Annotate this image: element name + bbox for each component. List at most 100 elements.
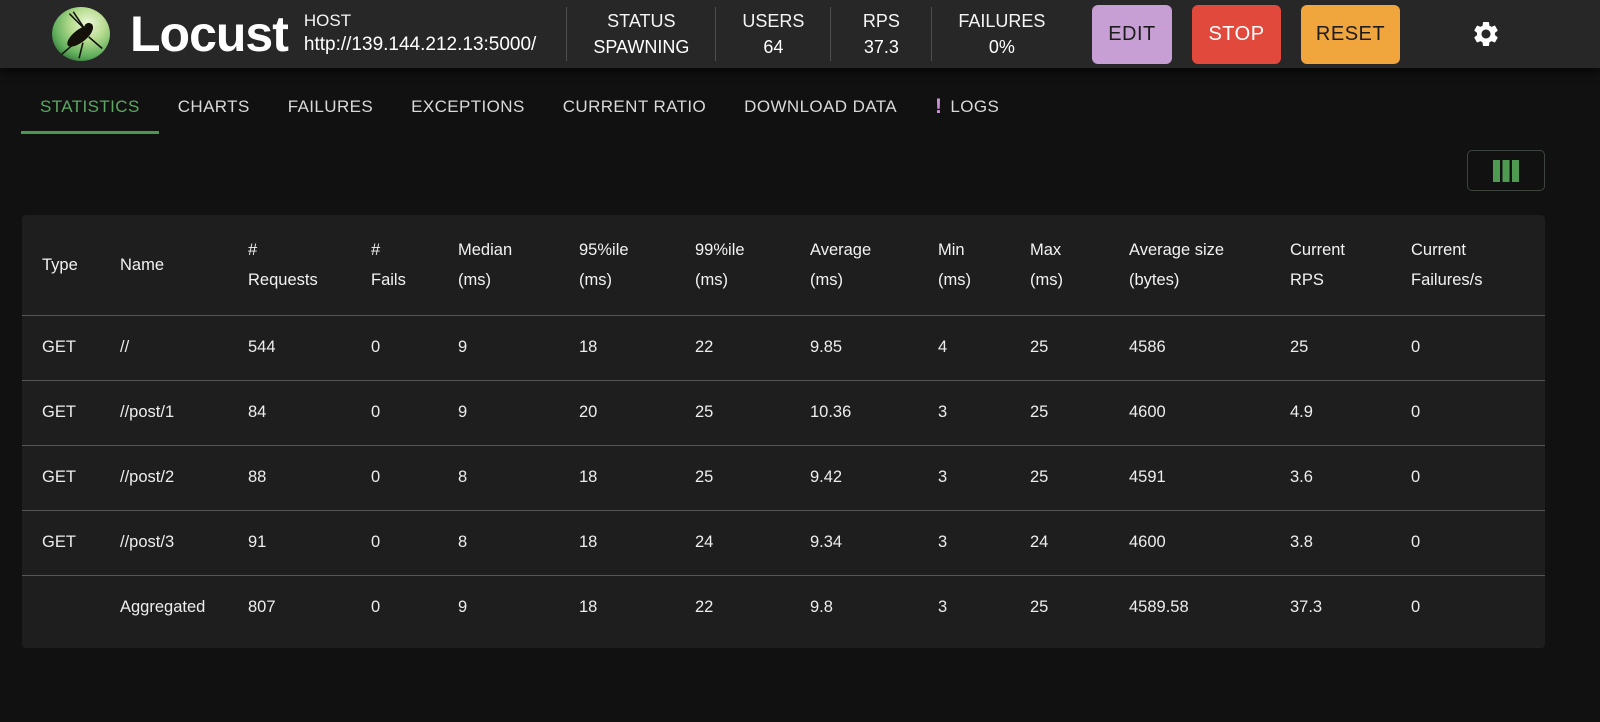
table-cell: 8 bbox=[458, 533, 468, 551]
column-selector-button[interactable] bbox=[1467, 150, 1545, 191]
table-cell: 18 bbox=[579, 468, 598, 486]
table-cell: 3 bbox=[938, 403, 948, 421]
stat-value: 0% bbox=[988, 37, 1015, 57]
host-label: HOST bbox=[303, 11, 352, 30]
statistics-table: Type Name # Requests # Fails Median (ms) 95%i… bbox=[22, 215, 1545, 640]
table-cell: 4591 bbox=[1129, 468, 1166, 486]
column-header[interactable]: Min (ms) bbox=[938, 240, 971, 289]
tab-exceptions[interactable]: EXCEPTIONS bbox=[392, 82, 544, 134]
table-cell: 20 bbox=[579, 403, 598, 421]
tab-bar: STATISTICS CHARTS FAILURES EXCEPTIONS CU… bbox=[0, 68, 1600, 134]
table-cell: //post/1 bbox=[120, 403, 175, 421]
locust-logo-icon bbox=[50, 6, 112, 62]
column-header[interactable]: Current Failures/s bbox=[1411, 240, 1483, 289]
column-header[interactable]: Type bbox=[42, 255, 78, 274]
table-cell: 9 bbox=[458, 598, 468, 617]
table-cell: 3.8 bbox=[1290, 533, 1313, 551]
table-cell: 3 bbox=[938, 598, 948, 617]
table-cell: 18 bbox=[579, 533, 598, 551]
table-cell: GET bbox=[42, 338, 76, 356]
table-cell: GET bbox=[42, 468, 76, 486]
tab-current-ratio[interactable]: CURRENT RATIO bbox=[544, 82, 725, 134]
table-cell: // bbox=[120, 338, 130, 356]
stop-button[interactable]: STOP bbox=[1192, 4, 1281, 64]
stat-failures: FAILURES 0% bbox=[932, 8, 1071, 60]
table-cell: 9.85 bbox=[810, 338, 843, 356]
table-cell: 0 bbox=[1411, 533, 1421, 551]
table-cell: GET bbox=[42, 403, 76, 421]
column-header[interactable]: 95%ile (ms) bbox=[579, 240, 629, 289]
column-header[interactable]: Average (ms) bbox=[810, 240, 872, 289]
columns-icon bbox=[1493, 159, 1519, 182]
table-cell: 91 bbox=[248, 533, 267, 551]
table-cell: 88 bbox=[248, 468, 267, 486]
column-header[interactable]: Average size (bytes) bbox=[1129, 240, 1225, 289]
table-cell: 25 bbox=[1030, 468, 1049, 486]
reset-button[interactable]: RESET bbox=[1301, 4, 1400, 64]
tab-label: STATISTICS bbox=[40, 96, 140, 116]
host-info: HOST http://139.144.212.13:5000/ bbox=[304, 10, 536, 58]
table-cell: 0 bbox=[371, 403, 381, 421]
table-cell: 0 bbox=[371, 468, 381, 486]
table-cell: 37.3 bbox=[1290, 598, 1323, 617]
table-cell: //post/2 bbox=[120, 468, 175, 486]
tab-label: EXCEPTIONS bbox=[411, 96, 525, 116]
stat-users: USERS 64 bbox=[716, 8, 830, 60]
table-cell: 0 bbox=[1411, 598, 1421, 617]
app-header: Locust HOST http://139.144.212.13:5000/ … bbox=[0, 0, 1600, 68]
settings-button[interactable] bbox=[1470, 18, 1502, 50]
table-cell: 4586 bbox=[1129, 338, 1166, 356]
column-header[interactable]: # Fails bbox=[371, 240, 406, 289]
table-cell: 0 bbox=[1411, 468, 1421, 486]
table-cell: GET bbox=[42, 533, 76, 551]
tab-label: CURRENT RATIO bbox=[562, 96, 707, 116]
header-divider bbox=[931, 7, 933, 61]
tab-label: CHARTS bbox=[177, 96, 250, 116]
table-cell: 4 bbox=[938, 338, 948, 356]
column-header[interactable]: # Requests bbox=[248, 240, 318, 289]
table-cell: 4600 bbox=[1129, 403, 1166, 421]
header-divider bbox=[566, 7, 568, 61]
column-header[interactable]: Max (ms) bbox=[1030, 240, 1063, 289]
table-cell: 22 bbox=[695, 598, 714, 617]
stat-status: STATUS SPAWNING bbox=[567, 8, 715, 60]
stat-value: 37.3 bbox=[863, 37, 899, 57]
tab-charts[interactable]: CHARTS bbox=[159, 82, 269, 134]
edit-button[interactable]: EDIT bbox=[1092, 4, 1172, 64]
table-cell: 807 bbox=[248, 598, 276, 617]
table-cell: 25 bbox=[1030, 338, 1049, 356]
table-cell: 84 bbox=[248, 403, 267, 421]
table-row-aggregated: Aggregated 807 0 9 18 22 9.8 3 25 4589.58 37.3 0 bbox=[22, 575, 1545, 640]
table-cell bbox=[22, 575, 100, 640]
tab-statistics[interactable]: STATISTICS bbox=[21, 82, 159, 134]
tab-download-data[interactable]: DOWNLOAD DATA bbox=[725, 82, 916, 134]
table-cell: 25 bbox=[695, 468, 714, 486]
table-body: GET//544 0 9 18 22 9.85 4 25 4586 25 0 GET//post/1 8… bbox=[22, 315, 1545, 640]
table-cell: 3.6 bbox=[1290, 468, 1313, 486]
table-cell: 18 bbox=[579, 338, 598, 356]
table-cell: 10.36 bbox=[810, 403, 852, 421]
column-header[interactable]: 99%ile (ms) bbox=[695, 240, 745, 289]
table-cell: 22 bbox=[695, 338, 714, 356]
header-actions: EDIT STOP RESET bbox=[1092, 4, 1400, 64]
tab-logs[interactable]: ! LOGS bbox=[916, 82, 1018, 134]
stat-value: 64 bbox=[763, 37, 784, 57]
table-cell: 9 bbox=[458, 338, 468, 356]
column-header[interactable]: Current RPS bbox=[1290, 240, 1346, 289]
tab-failures[interactable]: FAILURES bbox=[269, 82, 392, 134]
table-cell: Aggregated bbox=[120, 598, 206, 617]
gear-icon bbox=[1471, 19, 1501, 49]
table-row: GET //post/2 88 0 8 18 25 9.42 3 25 4591 3.6 0 bbox=[22, 445, 1545, 510]
table-cell: 18 bbox=[579, 598, 598, 617]
table-cell: 9 bbox=[458, 403, 468, 421]
table-cell: 0 bbox=[1411, 403, 1421, 421]
statistics-table-card: Type Name # Requests # Fails Median (ms) 95%i… bbox=[22, 215, 1545, 648]
stat-label: STATUS bbox=[607, 11, 676, 31]
stat-label: FAILURES bbox=[958, 11, 1046, 31]
table-cell: 25 bbox=[1030, 403, 1049, 421]
column-header[interactable]: Median (ms) bbox=[458, 240, 513, 289]
column-header[interactable]: Name bbox=[120, 255, 165, 274]
table-cell: 0 bbox=[371, 533, 381, 551]
tab-label: LOGS bbox=[950, 96, 1000, 116]
table-cell: 3 bbox=[938, 468, 948, 486]
